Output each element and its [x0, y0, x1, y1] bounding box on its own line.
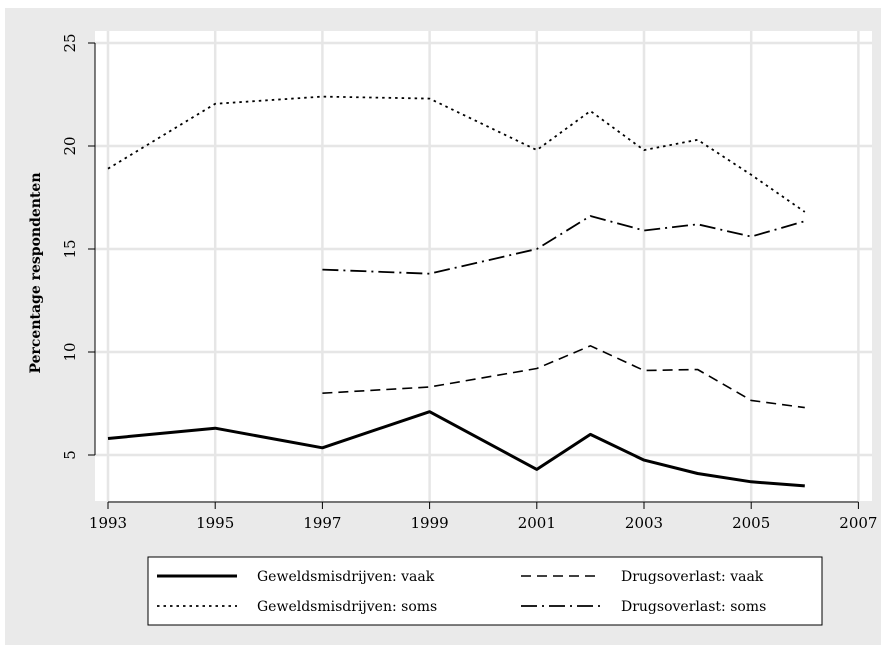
y-tick-label: 25: [61, 33, 79, 52]
legend-label-1: Geweldsmisdrijven: vaak: [257, 569, 435, 585]
series-line-2: [322, 344, 805, 409]
x-tick-label: 2007: [839, 514, 877, 532]
x-tick-label: 2003: [625, 514, 663, 532]
x-tick-label: 1993: [89, 514, 127, 532]
x-tick-label: 2001: [518, 514, 556, 532]
grid: [95, 31, 872, 501]
y-tick-label: 10: [61, 342, 79, 361]
x-tick-label: 1999: [411, 514, 449, 532]
series-line-1: [107, 410, 805, 488]
legend-label-4: Drugsoverlast: soms: [621, 599, 766, 615]
y-tick-label: 5: [61, 450, 79, 460]
series-line-4: [322, 215, 806, 275]
axes: 5 10 15 20 25 1993 1995 1997 1999 2001 2003 2005 200…: [61, 33, 877, 532]
plot-area: [95, 31, 872, 501]
y-axis-label: Percentage respondenten: [28, 172, 44, 373]
legend-box: [147, 556, 823, 626]
series-line-3: [107, 95, 806, 213]
x-tick-label: 2005: [732, 514, 770, 532]
x-tick-label: 1995: [196, 514, 234, 532]
y-tick-label: 20: [61, 136, 79, 155]
x-tick-label: 1997: [303, 514, 341, 532]
legend: Geweldsmisdrijven: vaak Drugsoverlast: va…: [147, 556, 823, 626]
y-tick-label: 15: [61, 239, 79, 258]
legend-label-3: Geweldsmisdrijven: soms: [257, 599, 437, 615]
series-lines: [107, 95, 806, 488]
legend-label-2: Drugsoverlast: vaak: [621, 569, 764, 585]
